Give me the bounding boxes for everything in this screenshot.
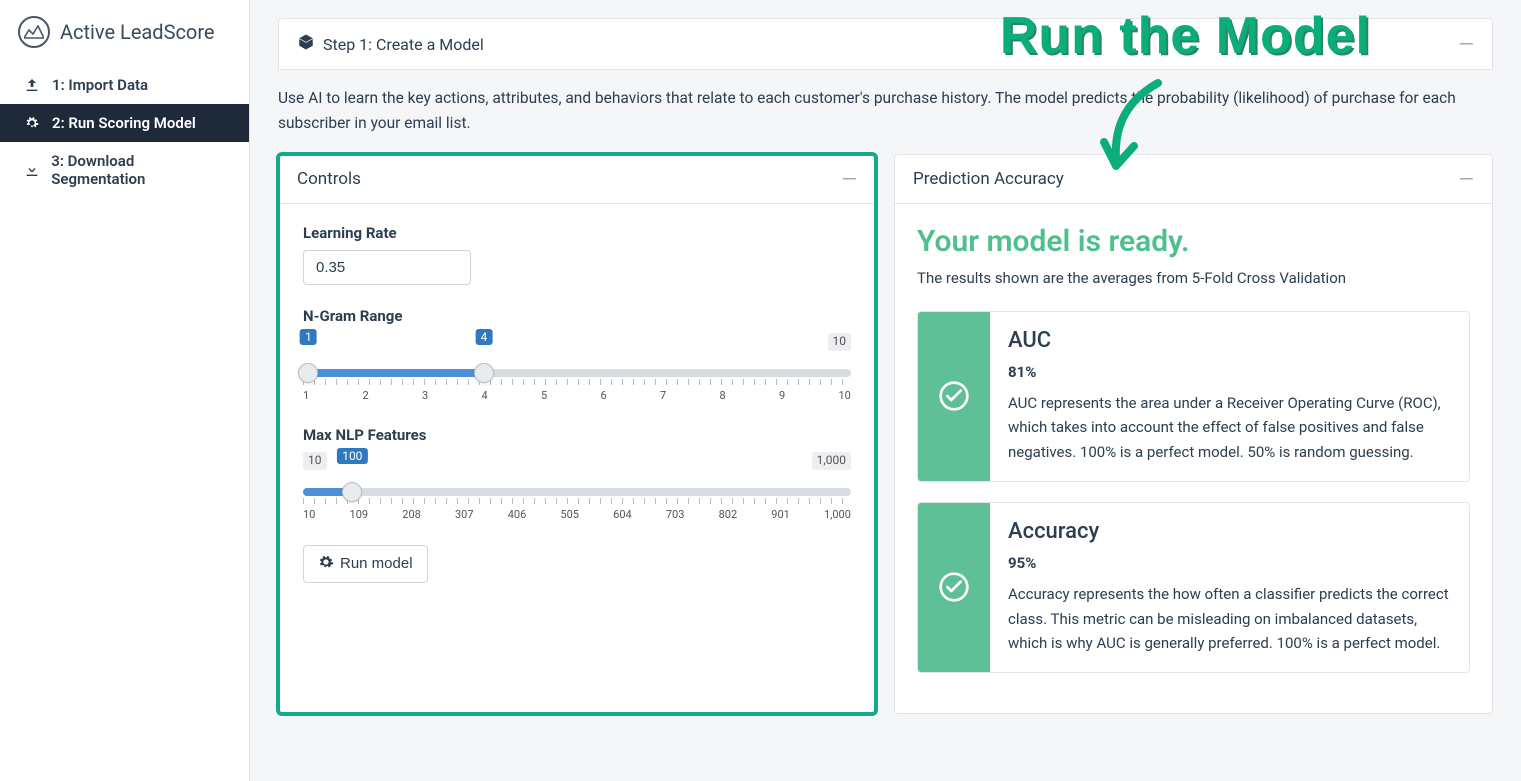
model-ready-subtitle: The results shown are the averages from … xyxy=(917,269,1470,287)
sidebar: Active LeadScore 1: Import Data 2: Run Sc… xyxy=(0,0,250,781)
collapse-icon[interactable]: — xyxy=(1458,34,1474,54)
slider-max-limit: 10 xyxy=(828,333,852,351)
metric-name: Accuracy xyxy=(1008,519,1451,544)
model-ready-title: Your model is ready. xyxy=(917,224,1470,259)
metric-value: 95% xyxy=(1008,554,1451,572)
ngram-label: N-Gram Range xyxy=(303,307,851,325)
slider-thumb-low[interactable] xyxy=(298,363,318,383)
slider-min-limit: 10 xyxy=(303,452,327,470)
metric-card-accuracy: Accuracy 95% Accuracy represents the how o… xyxy=(917,502,1470,673)
prediction-panel: Prediction Accuracy — Your model is read… xyxy=(894,154,1493,715)
metric-description: Accuracy represents the how often a clas… xyxy=(1008,582,1451,656)
controls-panel: Controls — Learning Rate N-Gram Range 1 … xyxy=(278,154,876,715)
nav-icon xyxy=(24,115,42,131)
metric-name: AUC xyxy=(1008,328,1451,353)
slider-max-limit: 1,000 xyxy=(812,452,851,470)
step-header-title: Step 1: Create a Model xyxy=(323,35,484,54)
learning-rate-input[interactable] xyxy=(303,250,471,285)
collapse-icon[interactable]: — xyxy=(1458,169,1474,189)
sidebar-item-step2[interactable]: 2: Run Scoring Model xyxy=(0,104,249,142)
brand: Active LeadScore xyxy=(0,0,249,66)
slider-low-value: 1 xyxy=(300,329,317,345)
controls-header[interactable]: Controls — xyxy=(279,155,875,204)
metric-card-auc: AUC 81% AUC represents the area under a Re… xyxy=(917,311,1470,482)
metric-status-icon xyxy=(918,503,990,672)
run-model-label: Run model xyxy=(340,555,413,572)
sidebar-item-step1[interactable]: 1: Import Data xyxy=(0,66,249,104)
main-content: Step 1: Create a Model — Use AI to learn… xyxy=(250,0,1521,781)
slider-thumb-high[interactable] xyxy=(474,363,494,383)
metric-value: 81% xyxy=(1008,363,1451,381)
sidebar-item-step3[interactable]: 3: Download Segmentation xyxy=(0,142,249,198)
prediction-title: Prediction Accuracy xyxy=(913,169,1064,189)
step-header[interactable]: Step 1: Create a Model — xyxy=(278,18,1493,70)
slider-value: 100 xyxy=(337,448,367,464)
prediction-header[interactable]: Prediction Accuracy — xyxy=(895,155,1492,204)
slider-thumb[interactable] xyxy=(342,482,362,502)
brand-name: Active LeadScore xyxy=(60,20,215,44)
gears-icon xyxy=(318,554,334,574)
nav-label: 3: Download Segmentation xyxy=(51,152,225,188)
slider-high-value: 4 xyxy=(475,329,492,345)
nav-label: 1: Import Data xyxy=(52,76,148,94)
cube-icon xyxy=(297,33,315,55)
controls-title: Controls xyxy=(297,169,361,189)
nlp-label: Max NLP Features xyxy=(303,426,851,444)
nav-label: 2: Run Scoring Model xyxy=(52,114,196,132)
nav-icon xyxy=(24,162,41,178)
ngram-slider[interactable]: N-Gram Range 1 4 10 12345678910 xyxy=(303,307,851,402)
learning-rate-label: Learning Rate xyxy=(303,224,851,242)
nlp-slider[interactable]: Max NLP Features 10 100 1,000 1010920830… xyxy=(303,426,851,521)
metric-status-icon xyxy=(918,312,990,481)
step-description: Use AI to learn the key actions, attribu… xyxy=(278,70,1493,154)
brand-logo-icon xyxy=(18,16,50,48)
run-model-button[interactable]: Run model xyxy=(303,545,428,583)
nav-icon xyxy=(24,77,42,93)
collapse-icon[interactable]: — xyxy=(841,169,857,189)
metric-description: AUC represents the area under a Receiver… xyxy=(1008,391,1451,465)
